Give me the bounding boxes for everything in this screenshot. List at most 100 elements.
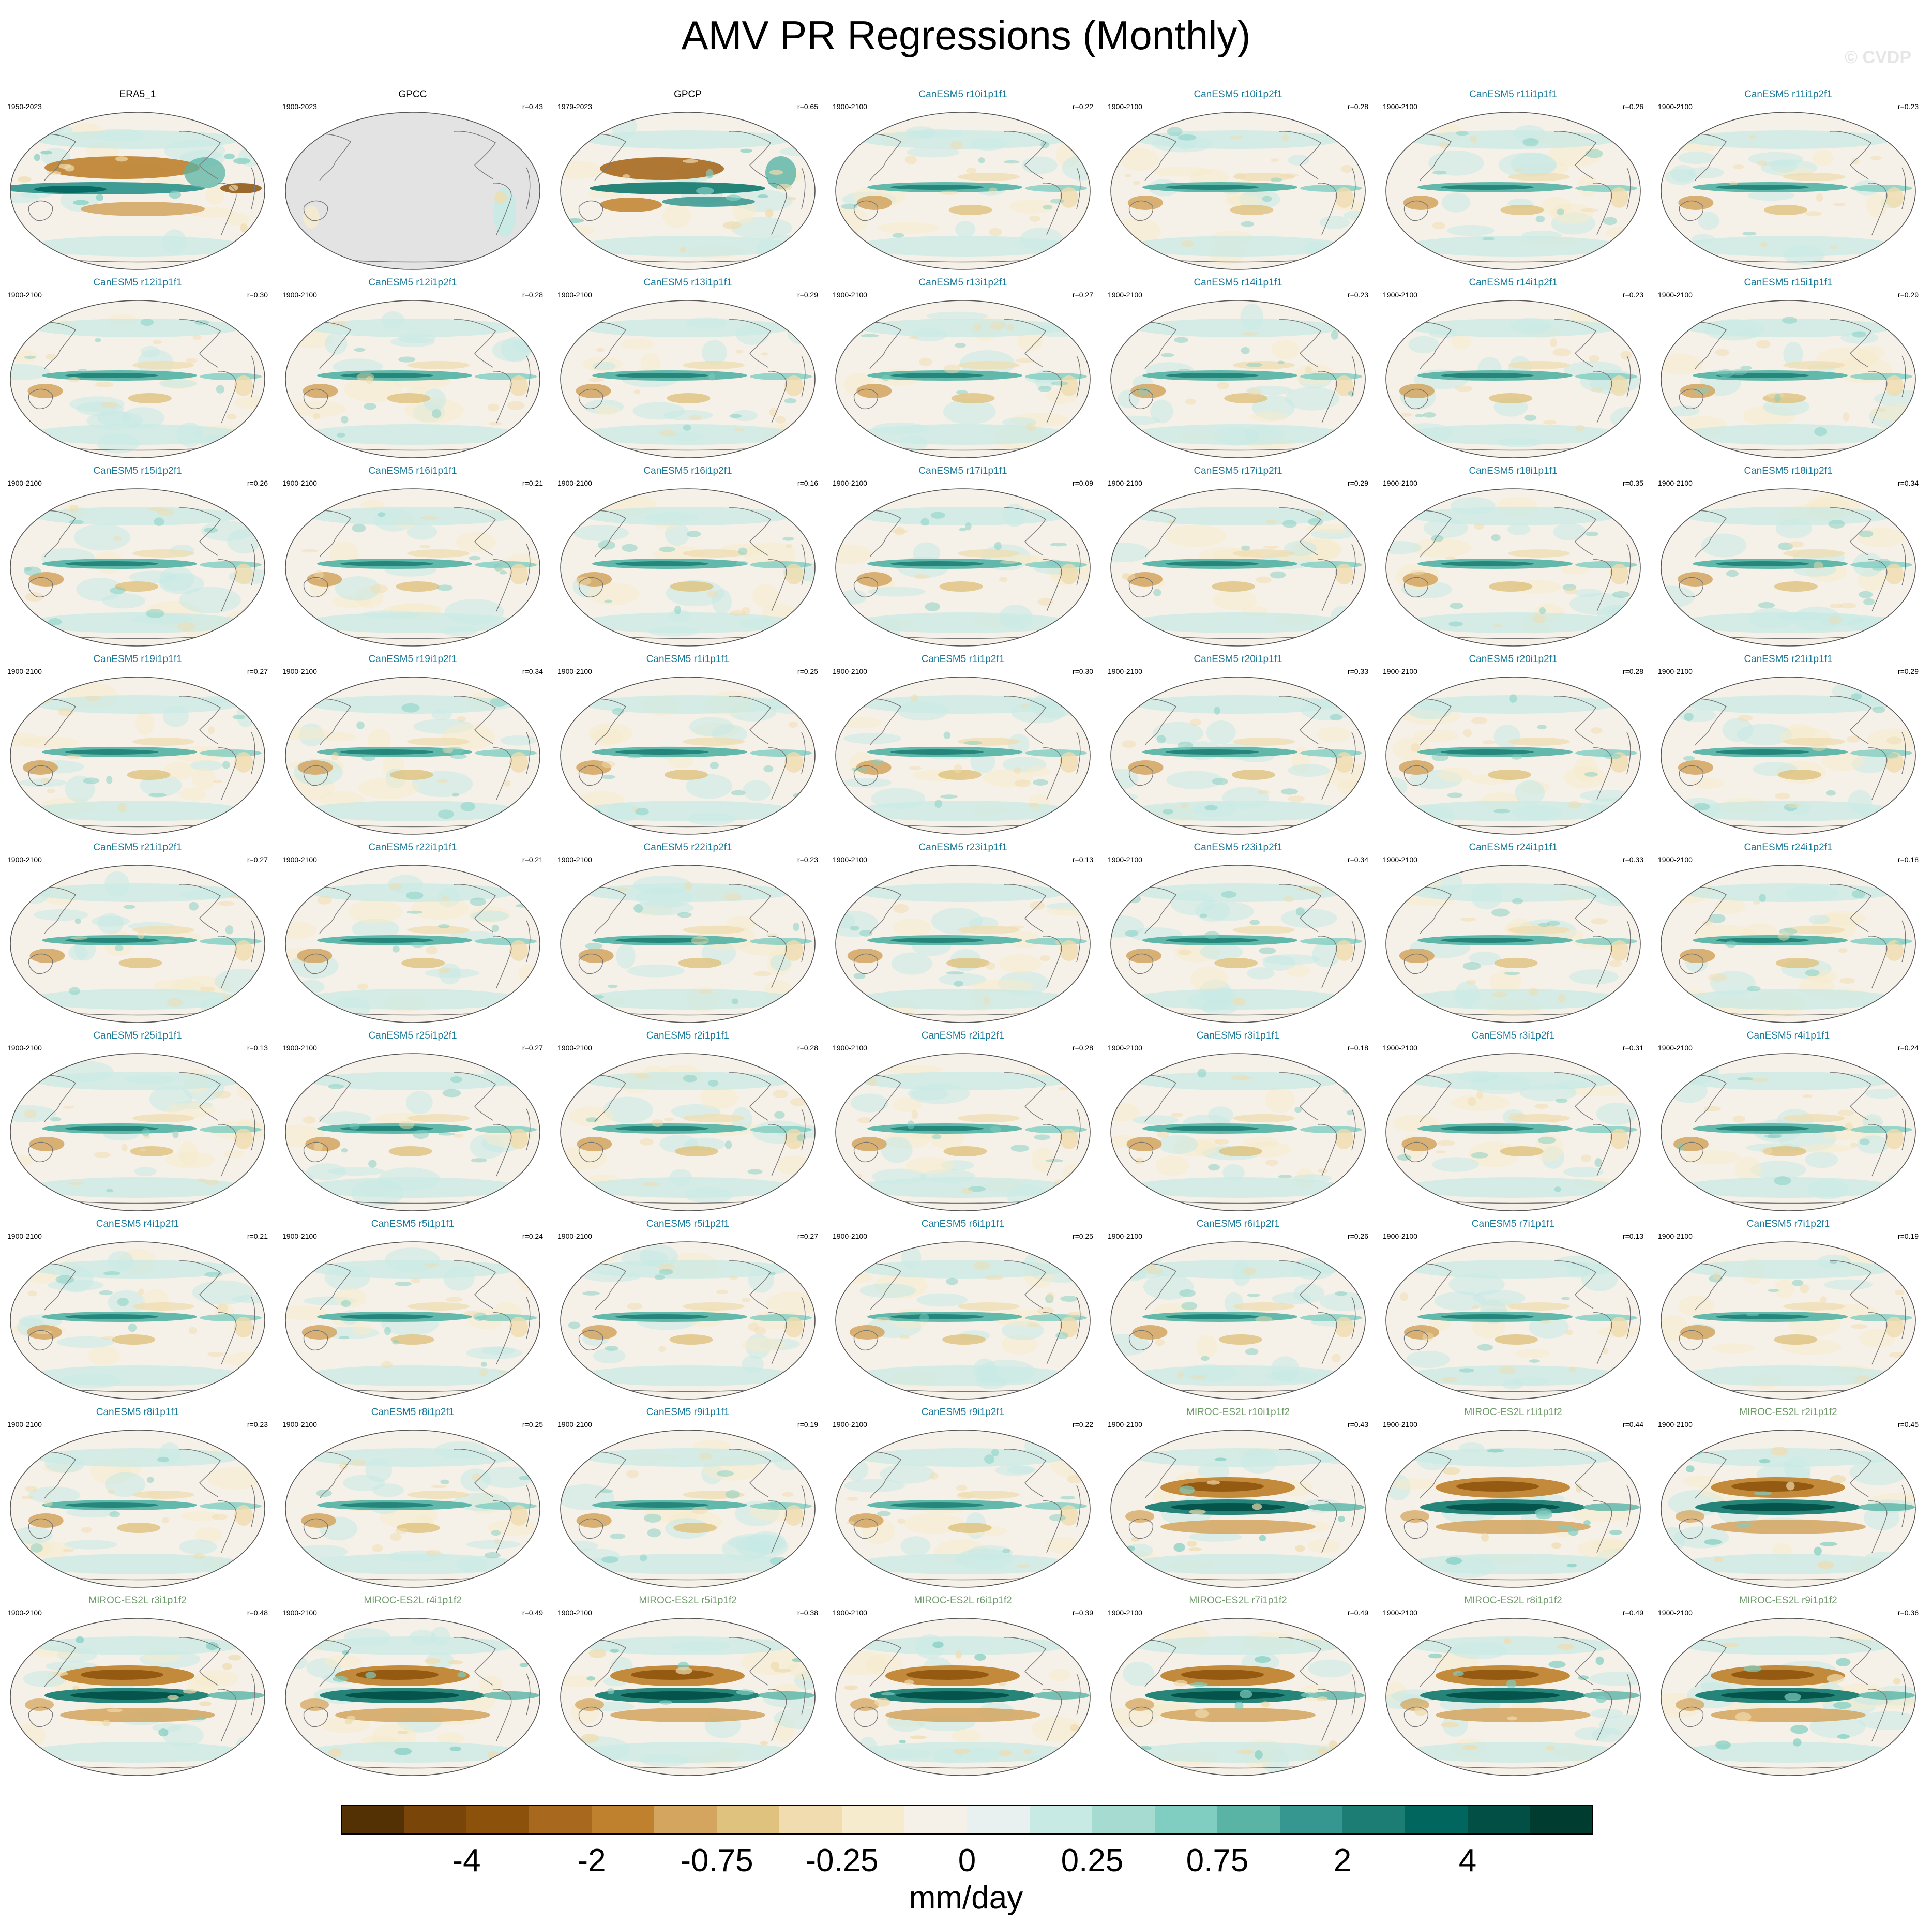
speckle [654, 1274, 665, 1280]
map-svg [835, 112, 1091, 270]
map-panel: CanESM5 r22i1p2f1 1900-2100 r=0.23 [550, 840, 825, 1028]
figure-title: AMV PR Regressions (Monthly) [681, 12, 1251, 58]
mottled-field [1589, 1671, 1640, 1686]
map-outline [1661, 488, 1916, 647]
coast-africa [1901, 1108, 1906, 1151]
south-america-dry [234, 940, 253, 961]
speckle [919, 1313, 929, 1322]
mottled-field [1865, 1088, 1898, 1099]
panel-title: CanESM5 r25i1p1f1 [93, 1030, 182, 1041]
speckle [45, 354, 57, 360]
speckle [1157, 1131, 1170, 1138]
panel-years: 1900-2100 [557, 479, 592, 487]
speckle [357, 983, 368, 990]
speckle [487, 403, 500, 412]
panel-title: CanESM5 r5i1p1f1 [371, 1219, 455, 1229]
speckle [1331, 330, 1339, 340]
spcz-dry-patch [1778, 770, 1822, 780]
speckle [47, 171, 62, 175]
speckle [1230, 1075, 1249, 1080]
coast-africa [801, 167, 806, 209]
speckle [1612, 133, 1629, 142]
speckle [222, 1663, 232, 1670]
spcz-dry-patch [670, 581, 714, 592]
maritime-dry-patch [576, 384, 611, 398]
speckle [504, 779, 511, 787]
map-panel: MIROC-ES2L r4i1p1f2 1900-2100 r=0.49 [275, 1593, 550, 1781]
coast-south-america [1868, 183, 1888, 235]
speckle [365, 1672, 376, 1679]
coast-australia [578, 388, 603, 410]
panel-correlation: r=0.29 [1897, 291, 1919, 299]
speckle [491, 924, 499, 933]
speckle [1837, 1109, 1854, 1116]
north-band [859, 695, 1066, 714]
coast-north-america [1279, 319, 1321, 368]
speckle [736, 1689, 754, 1695]
map-svg [1661, 1053, 1916, 1211]
panel-years: 1900-2100 [833, 855, 867, 864]
equatorial-wet-core [1721, 1503, 1835, 1511]
speckle [138, 1288, 145, 1295]
speckle [1722, 1643, 1740, 1647]
speckle [607, 1688, 615, 1695]
south-band [854, 989, 1071, 1010]
south-america-dry [1610, 1317, 1628, 1337]
map-panel: CanESM5 r14i1p2f1 1900-2100 r=0.23 [1376, 275, 1651, 463]
speckle [117, 1298, 129, 1306]
south-band [1405, 612, 1622, 633]
speckle [610, 1533, 626, 1540]
panel-title: CanESM5 r1i1p1f1 [646, 654, 730, 665]
mottled-field [1111, 1334, 1150, 1356]
south-band [579, 989, 796, 1010]
maritime-dry-patch [849, 1325, 885, 1340]
panel-correlation: r=0.27 [522, 1044, 543, 1052]
speckle [1894, 1289, 1905, 1295]
panel-title: CanESM5 r4i1p1f1 [1746, 1030, 1830, 1041]
north-pacific-dry [683, 549, 745, 558]
map-outline [1110, 677, 1366, 835]
speckle [955, 1650, 962, 1659]
speckle [600, 1489, 613, 1493]
maritime-dry-patch [1677, 572, 1713, 587]
speckle [44, 1500, 53, 1507]
mottled-field [187, 1675, 219, 1694]
south-band [304, 424, 521, 445]
map-outline [10, 488, 265, 647]
mottled-field [1864, 1505, 1900, 1530]
speckle [1595, 1656, 1604, 1665]
panel-years: 1900-2100 [1383, 1420, 1417, 1429]
map-outline [1385, 1053, 1641, 1211]
speckle [1241, 347, 1250, 354]
map-panel: CanESM5 r11i1p2f1 1900-2100 r=0.23 [1651, 87, 1926, 275]
speckle [1415, 414, 1424, 417]
speckle [1204, 931, 1220, 939]
map-panel: CanESM5 r16i1p2f1 1900-2100 r=0.16 [550, 463, 825, 652]
mottled-field [321, 1716, 371, 1733]
map-panel: CanESM5 r24i1p2f1 1900-2100 r=0.18 [1651, 840, 1926, 1028]
mottled-field [237, 1058, 257, 1080]
north-pacific-dry [1508, 1302, 1570, 1311]
mottled-field [595, 404, 620, 415]
map-field [836, 112, 1090, 269]
speckle [1163, 809, 1173, 815]
mottled-field [752, 583, 779, 608]
panel-correlation: r=0.24 [1897, 1044, 1919, 1052]
speckle [354, 348, 366, 352]
mottled-field [33, 909, 88, 921]
speckle [1177, 1371, 1184, 1379]
mottled-field [1400, 897, 1455, 906]
coast-south-america [1043, 1312, 1062, 1365]
speckle [23, 567, 32, 572]
spcz-dry-patch [1212, 581, 1256, 592]
south-band [579, 1365, 796, 1386]
panel-correlation: r=0.28 [522, 291, 543, 299]
north-pacific-dry [407, 738, 470, 746]
map-svg [285, 1430, 540, 1588]
speckle [469, 555, 481, 561]
mottled-field [906, 147, 960, 158]
speckle [212, 1514, 228, 1520]
maritime-dry-patch [847, 949, 883, 963]
map-field [285, 300, 540, 458]
panel-title: CanESM5 r22i1p1f1 [368, 842, 457, 853]
